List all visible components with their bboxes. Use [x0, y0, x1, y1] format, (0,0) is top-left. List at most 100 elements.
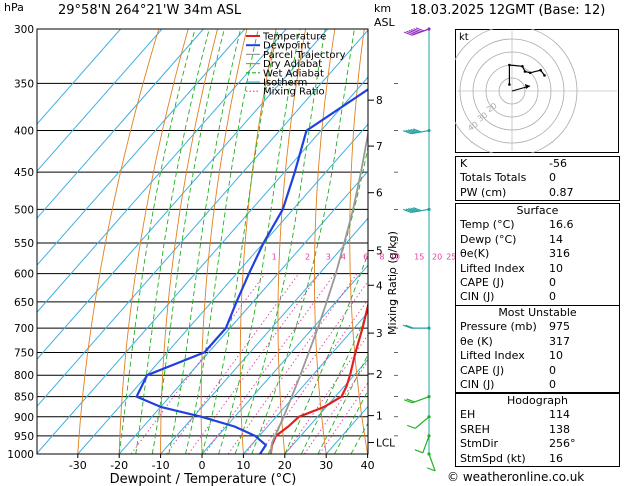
- wind-barb-flag: [413, 207, 422, 212]
- wind-barb-flag: [413, 28, 422, 33]
- isotherm-line: [37, 29, 121, 125]
- surface-title: Surface: [516, 204, 559, 217]
- wind-barb: [414, 434, 431, 454]
- km-tick-label: 5: [376, 246, 383, 258]
- wind-barb-dot: [427, 395, 431, 399]
- pressure-tick-label: 850: [14, 392, 34, 404]
- km-unit: km: [374, 2, 392, 15]
- storm-motion-arrowhead: [525, 84, 530, 89]
- most-unstable-row: CAPE (J) 0: [460, 363, 556, 377]
- mixing-ratio-line: [319, 381, 368, 454]
- x-tick-label: 40: [361, 459, 375, 472]
- hodograph-unit: kt: [459, 32, 469, 43]
- legend-label: Parcel Trajectory: [263, 50, 346, 61]
- x-tick-label: -20: [110, 459, 128, 472]
- wind-barb-flag: [410, 207, 419, 212]
- wind-barb-flag: [406, 398, 415, 403]
- pressure-tick-label: 450: [14, 167, 34, 179]
- wet-adiabat: [118, 29, 196, 454]
- mixing-ratio-line: [188, 273, 320, 454]
- wind-barb-flag: [408, 129, 417, 134]
- wet-adiabat: [284, 252, 368, 454]
- wind-barb-flag: [407, 424, 416, 429]
- datetime-title: 18.03.2025 12GMT (Base: 12): [410, 3, 606, 18]
- hodograph-table: Hodograph EH 114 SREH 138 StmDir 256° StmSp…: [455, 393, 620, 467]
- hodograph-point: [543, 74, 546, 77]
- wind-barb-flag: [403, 130, 412, 135]
- pressure-tick-label: 500: [14, 204, 34, 216]
- dry-adiabat: [349, 29, 368, 454]
- pressure-tick-label: 1000: [7, 449, 34, 461]
- pressure-tick-label: 650: [14, 297, 34, 309]
- asl-unit: ASL: [374, 16, 395, 29]
- hodograph-point: [539, 68, 542, 72]
- pressure-tick-label: 400: [14, 126, 34, 138]
- isotherm-line: [160, 217, 368, 454]
- km-tick-label: 6: [376, 188, 383, 200]
- km-tick-label: 7: [376, 141, 383, 153]
- mixing-ratio-label: 20: [432, 253, 442, 262]
- pressure-tick-label: 550: [14, 238, 34, 250]
- wind-barb-flag: [405, 129, 414, 134]
- pressure-tick-label: 900: [14, 412, 34, 424]
- most-unstable-row: CIN (J) 0: [460, 377, 556, 391]
- wind-barb: [402, 324, 431, 330]
- most-unstable-row: Pressure (mb) 975: [460, 320, 570, 334]
- mixing-ratio-label: 6: [363, 253, 368, 262]
- wind-barb-flag: [403, 399, 413, 404]
- wind-barb-staff: [422, 435, 430, 454]
- hodograph-row: EH 114: [460, 408, 570, 422]
- wind-barb-flag: [405, 208, 414, 213]
- legend-label: Isotherm: [263, 78, 307, 89]
- wind-barb-dot: [427, 207, 431, 211]
- mixing-ratio-label: 2: [305, 253, 310, 262]
- isotherm-line: [37, 29, 368, 408]
- mixing-ratio-label: 25: [446, 253, 456, 262]
- hodograph-point: [508, 63, 511, 67]
- mixing-ratio-label: 10: [390, 253, 400, 262]
- x-tick-label: 30: [319, 459, 333, 472]
- legend-label: Dewpoint: [263, 41, 311, 52]
- dry-adiabat: [118, 29, 189, 454]
- surface-row: θe(K) 316: [460, 247, 570, 261]
- pressure-tick-label: 800: [14, 370, 34, 382]
- legend-label: Temperature: [262, 32, 326, 43]
- x-axis-label: Dewpoint / Temperature (°C): [110, 472, 297, 486]
- isotherm-line: [37, 29, 246, 266]
- isotherm-line: [201, 264, 368, 454]
- most-unstable-table: Most Unstable Pressure (mb) 975 θe (K) 317…: [455, 305, 620, 394]
- pressure-unit: hPa: [4, 1, 24, 14]
- km-tick-label: 4: [376, 280, 383, 292]
- surface-row: Dewp (°C) 14: [460, 232, 563, 246]
- wind-barb: [403, 128, 431, 135]
- hodograph-row: StmDir 256°: [460, 437, 576, 451]
- location-title: 29°58'N 264°21'W 34m ASL: [58, 3, 242, 18]
- surface-row: Lifted Index 10: [460, 261, 563, 275]
- wind-barb-flag: [413, 128, 422, 133]
- indices-table: K -56 Totals Totals 0 PW (cm) 0.87: [455, 156, 620, 202]
- x-tick-label: 0: [199, 459, 206, 472]
- hodograph-row: SREH 138: [460, 422, 570, 436]
- wet-adiabat: [300, 310, 368, 454]
- index-row-pw: PW (cm) 0.87: [460, 185, 574, 199]
- wind-barb-flag: [426, 467, 436, 472]
- mixing-ratio-label: 8: [379, 253, 384, 262]
- wind-barb: [426, 452, 436, 472]
- x-tick-label: 10: [236, 459, 250, 472]
- copyright: © weatheronline.co.uk: [447, 470, 585, 484]
- legend-label: Wet Adiabat: [263, 68, 324, 79]
- dry-adiabat: [77, 29, 160, 454]
- wind-barb-dot: [427, 27, 431, 31]
- wind-barb: [403, 395, 431, 404]
- mixing-ratio-line: [227, 273, 358, 454]
- pressure-tick-label: 600: [14, 269, 34, 281]
- surface-row: CIN (J) 0: [460, 290, 556, 304]
- isotherm-line: [243, 311, 368, 454]
- parcel-trajectory-line: [269, 128, 368, 454]
- wet-adiabat: [184, 29, 259, 454]
- mixing-ratio-line: [245, 280, 368, 454]
- isotherm-line: [37, 29, 287, 313]
